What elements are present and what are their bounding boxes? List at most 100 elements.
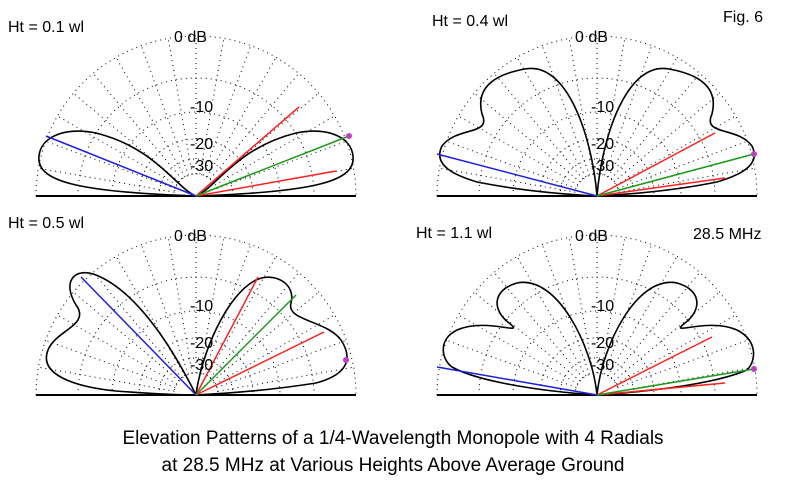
ring-label-0db: 0 dB xyxy=(575,29,608,46)
grid-spoke xyxy=(613,291,720,382)
grid-ring xyxy=(35,35,357,197)
angle-line-red xyxy=(596,177,726,197)
panel-label-ht-0-4: Ht = 0.4 wl xyxy=(432,13,508,30)
ring-label-20: -20 xyxy=(591,136,614,153)
grid-ring xyxy=(559,357,635,396)
grid-spoke xyxy=(493,73,584,180)
grid-spoke xyxy=(600,237,626,374)
ring-label-30: -30 xyxy=(190,158,213,175)
ring-label-0db: 0 dB xyxy=(174,228,207,245)
grid-ring xyxy=(138,138,254,197)
figure-caption: Elevation Patterns of a 1/4-Wavelength M… xyxy=(0,425,786,479)
grid-spoke xyxy=(439,167,576,193)
grid-spoke xyxy=(568,237,594,374)
polar-plot-ht-0-5: 0 dB -10 -20 -30 xyxy=(35,228,357,396)
grid-ring xyxy=(559,158,635,197)
grid-spoke xyxy=(446,140,577,189)
angle-line-green xyxy=(596,368,755,396)
ring-label-10: -10 xyxy=(591,99,614,116)
grid-spoke xyxy=(45,339,176,388)
angle-line-blue xyxy=(436,366,598,396)
grid-spoke xyxy=(38,366,175,392)
grid-spoke xyxy=(199,38,225,175)
caption-line-2: at 28.5 MHz at Various Heights Above Ave… xyxy=(161,455,625,476)
grid-spoke xyxy=(140,244,189,375)
figure-label: Fig. 6 xyxy=(723,9,763,26)
panel-label-ht-1-1: Ht = 1.1 wl xyxy=(416,225,492,242)
grid-spoke xyxy=(203,45,252,176)
grid-spoke xyxy=(474,291,581,382)
ring-label-10: -10 xyxy=(591,298,614,315)
angle-line-blue xyxy=(45,135,197,197)
grid-ring xyxy=(436,234,758,396)
ring-label-10: -10 xyxy=(190,298,213,315)
grid-ring xyxy=(35,234,357,396)
grid-spoke xyxy=(613,92,720,183)
grid-spoke xyxy=(209,73,300,180)
grid-ring xyxy=(158,158,234,197)
angle-line-green xyxy=(596,153,755,197)
peak-marker xyxy=(346,133,352,139)
ring-label-30: -30 xyxy=(591,158,614,175)
grid-spoke xyxy=(38,167,175,193)
grid-spoke xyxy=(610,73,701,180)
grid-spoke xyxy=(203,244,252,375)
polar-grid xyxy=(35,35,357,197)
polar-grid xyxy=(436,35,758,197)
grid-spoke xyxy=(568,38,594,175)
polar-plot-ht-0-4: 0 dB -10 -20 -30 xyxy=(436,29,758,197)
radiation-pattern xyxy=(442,281,755,396)
grid-spoke xyxy=(600,38,626,175)
grid-spoke xyxy=(92,73,183,180)
grid-spoke xyxy=(216,339,347,388)
panel-label-ht-0-5: Ht = 0.5 wl xyxy=(8,215,84,232)
radiation-pattern xyxy=(45,271,348,396)
grid-spoke xyxy=(140,45,189,176)
grid-spoke xyxy=(167,237,193,374)
ring-label-30: -30 xyxy=(190,357,213,374)
grid-spoke xyxy=(617,140,748,189)
angle-line-red xyxy=(195,331,325,396)
panel-label-ht-0-1: Ht = 0.1 wl xyxy=(8,19,84,36)
polar-plot-ht-1-1: 0 dB -10 -20 -30 xyxy=(436,228,758,396)
grid-spoke xyxy=(209,272,300,379)
grid-spoke xyxy=(618,366,755,392)
angle-line-red xyxy=(195,106,300,197)
grid-spoke xyxy=(604,45,653,176)
angle-line-blue xyxy=(80,276,197,396)
ring-label-0db: 0 dB xyxy=(174,29,207,46)
angle-line-red xyxy=(195,170,337,197)
grid-ring xyxy=(539,337,655,396)
ring-label-30: -30 xyxy=(591,357,614,374)
ring-label-0db: 0 dB xyxy=(575,228,608,245)
polar-grid xyxy=(35,234,357,396)
grid-spoke xyxy=(618,167,755,193)
angle-line-green xyxy=(195,294,297,396)
grid-spoke xyxy=(617,339,748,388)
grid-ring xyxy=(539,138,655,197)
grid-spoke xyxy=(199,237,225,374)
grid-ring xyxy=(158,357,234,396)
grid-spoke xyxy=(541,244,590,375)
ring-label-20: -20 xyxy=(190,136,213,153)
grid-spoke xyxy=(610,272,701,379)
grid-ring xyxy=(436,35,758,197)
frequency-label: 28.5 MHz xyxy=(693,226,761,243)
angle-line-red xyxy=(596,336,713,396)
grid-spoke xyxy=(73,291,180,382)
grid-spoke xyxy=(493,272,584,379)
angle-line-red xyxy=(195,276,259,396)
peak-marker xyxy=(343,357,349,363)
ring-label-20: -20 xyxy=(591,335,614,352)
grid-ring xyxy=(138,337,254,396)
grid-spoke xyxy=(446,339,577,388)
caption-line-1: Elevation Patterns of a 1/4-Wavelength M… xyxy=(122,428,664,449)
angle-line-blue xyxy=(436,153,598,197)
angle-line-red xyxy=(596,382,726,396)
grid-spoke xyxy=(45,140,176,189)
grid-spoke xyxy=(541,45,590,176)
ring-label-10: -10 xyxy=(190,99,213,116)
grid-spoke xyxy=(217,366,354,392)
peak-marker xyxy=(751,366,757,372)
